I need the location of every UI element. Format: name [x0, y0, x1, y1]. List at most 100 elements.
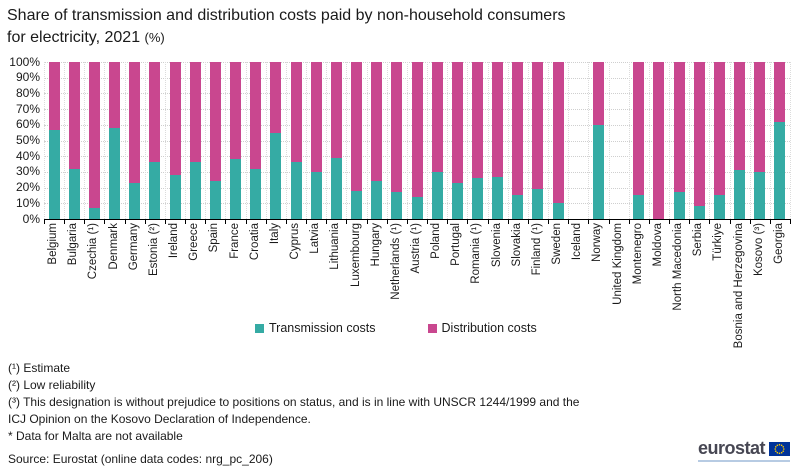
axis-tick — [749, 220, 751, 224]
bar-segment-distribution-north-macedonia — [673, 62, 685, 193]
axis-tick — [245, 220, 247, 224]
eu-flag-icon — [769, 441, 790, 456]
gridline-v — [326, 62, 328, 219]
bar-segment-transmission-serbia — [693, 206, 705, 219]
bar-segment-transmission-luxembourg — [351, 190, 362, 219]
axis-tick — [144, 220, 146, 224]
bar-segment-distribution-t-rkiye — [713, 62, 725, 196]
x-axis-label-portugal: Portugal — [450, 223, 463, 266]
axis-tick — [608, 220, 610, 224]
bar-segment-distribution-netherlands — [391, 62, 403, 193]
bar-segment-transmission-sweden — [552, 203, 564, 219]
figure-title: Share of transmission and distribution c… — [7, 5, 569, 49]
axis-tick — [185, 220, 187, 224]
axis-tick — [346, 220, 348, 224]
gridline-v — [628, 62, 630, 219]
axis-tick — [225, 220, 227, 224]
bar-segment-distribution-estonia — [149, 62, 161, 163]
gridline-v — [467, 62, 469, 219]
y-axis-label: 30% — [15, 164, 40, 179]
axis-tick — [568, 220, 570, 224]
gridline-v — [588, 62, 590, 219]
gridline-v — [507, 62, 509, 219]
x-axis-label-bosnia-and-herzegovina: Bosnia and Herzegovina — [732, 223, 745, 349]
bar-segment-transmission-slovenia — [492, 176, 504, 219]
bar-segment-transmission-montenegro — [633, 195, 645, 219]
footnote-malta: * Data for Malta are not available — [8, 428, 183, 443]
bar-segment-distribution-lithuania — [330, 62, 342, 158]
bar-segment-distribution-serbia — [693, 62, 705, 207]
gridline-v — [548, 62, 550, 219]
axis-tick — [205, 220, 207, 224]
axis-tick — [104, 220, 106, 224]
plot-area — [44, 62, 791, 219]
bar-segment-transmission-norway — [592, 124, 604, 219]
x-axis-label-moldova: Moldova — [651, 223, 664, 267]
bar-segment-distribution-bulgaria — [68, 62, 80, 169]
x-axis-label-north-macedonia: North Macedonia — [672, 223, 685, 311]
legend-swatch-distribution-costs — [427, 323, 437, 333]
bar-segment-transmission-netherlands — [391, 192, 403, 219]
x-axis-label-serbia: Serbia — [692, 223, 705, 257]
bar-segment-distribution-greece — [189, 62, 201, 163]
x-axis-label-latvia: Latvia — [309, 223, 322, 254]
axis-tick — [790, 220, 791, 224]
axis-tick — [507, 220, 509, 224]
y-axis: 0% 10% 20% 30% 40% 50% 60% 70% 80% 90% 100% — [0, 55, 40, 225]
gridline-v — [124, 62, 126, 219]
x-axis-label-iceland: Iceland — [571, 223, 584, 261]
gridline-v — [306, 62, 308, 219]
bar-segment-distribution-germany — [129, 62, 141, 183]
gridline-v — [669, 62, 671, 219]
x-axis-label-united-kingdom: United Kingdom — [611, 223, 624, 305]
gridline-v — [487, 62, 489, 219]
x-axis-label-slovenia: Slovenia — [490, 223, 503, 268]
gridline-v — [164, 62, 166, 219]
x-axis-label-germany: Germany — [127, 223, 140, 271]
axis-tick — [326, 220, 328, 224]
eurostat-logo-rule — [697, 460, 790, 462]
x-axis-label-sweden: Sweden — [551, 223, 564, 265]
bar-segment-distribution-georgia — [774, 62, 786, 122]
figure-title-unit: (%) — [144, 30, 165, 45]
axis-tick — [406, 220, 408, 224]
bar-segment-transmission-latvia — [310, 171, 322, 219]
x-axis-label-france: France — [228, 223, 241, 259]
y-axis-label: 10% — [15, 195, 40, 210]
gridline-v — [386, 62, 388, 219]
eu-flag-stars — [774, 443, 785, 454]
bar-segment-transmission-france — [230, 159, 242, 219]
axis-tick — [729, 220, 731, 224]
axis-tick — [164, 220, 166, 224]
bar-segment-transmission-estonia — [149, 162, 161, 219]
y-axis-label: 70% — [15, 101, 40, 116]
axis-tick — [447, 220, 449, 224]
axis-tick — [669, 220, 671, 224]
bar-segment-distribution-croatia — [250, 62, 262, 169]
x-axis-label-greece: Greece — [188, 223, 201, 261]
bar-segment-transmission-czechia — [88, 208, 100, 219]
axis-tick — [648, 220, 650, 224]
legend: Transmission costs Distribution costs — [255, 321, 537, 335]
axis-tick — [285, 220, 287, 224]
bar-segment-transmission-bosnia-and-herzegovina — [734, 170, 746, 219]
legend-swatch-transmission-costs — [255, 323, 264, 333]
figure-title-text: Share of transmission and distribution c… — [7, 7, 566, 46]
bar-segment-distribution-bosnia-and-herzegovina — [734, 62, 746, 171]
bar-segment-distribution-italy — [270, 62, 282, 133]
x-axis-label-denmark: Denmark — [107, 223, 120, 270]
bar-segment-distribution-luxembourg — [351, 62, 362, 191]
axis-tick — [306, 220, 308, 224]
x-axis-label-norway: Norway — [591, 223, 604, 262]
bar-segment-distribution-romania — [471, 62, 483, 179]
x-axis-label-ireland: Ireland — [168, 223, 181, 259]
bar-segment-transmission-spain — [209, 181, 221, 219]
x-axis-label-bulgaria: Bulgaria — [67, 223, 80, 266]
bar-segment-transmission-germany — [129, 182, 141, 219]
x-axis-label-croatia: Croatia — [248, 223, 261, 261]
x-axis-label-poland: Poland — [430, 223, 443, 259]
bar-segment-transmission-north-macedonia — [673, 192, 685, 219]
x-axis-label-luxembourg: Luxembourg — [349, 223, 362, 287]
gridline-v — [568, 62, 570, 219]
